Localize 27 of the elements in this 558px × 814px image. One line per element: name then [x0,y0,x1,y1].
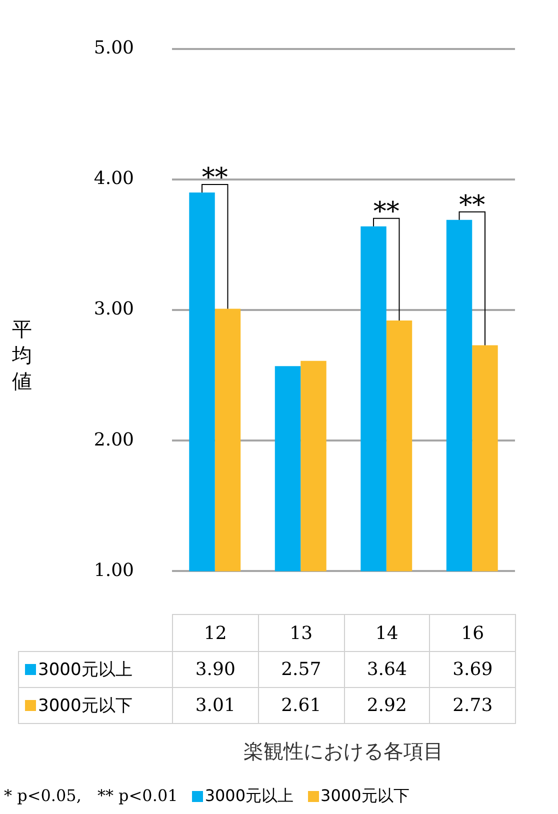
legend-label: 3000元以上 [18,651,173,688]
x-axis-title: 楽観性における各項目 [242,738,444,765]
data-label: 3.90 [172,651,259,688]
annotation: ** [202,163,228,194]
y-axis-title: 平均値 [12,316,33,394]
data-label: 3.69 [429,651,516,688]
y-tick-label: 3.00 [94,298,134,320]
text: 3000元以下 [320,786,410,805]
x-tick-label: 16 [429,614,516,652]
y-tick-label: 4.00 [94,168,134,190]
annotation: ** [373,197,400,228]
data-label: 2.92 [344,687,430,724]
y-tick-label: 1.00 [94,560,134,581]
annotation: ** [459,190,486,221]
text: 3000元以上 [204,786,294,805]
data-label: 2.61 [258,687,344,724]
data-label: 2.73 [429,687,516,724]
y-tick-label: 2.00 [94,429,134,450]
data-label: 3.64 [344,651,430,688]
data-label: 2.57 [258,651,344,688]
text: * p<0.05, ** p<0.01 [4,786,178,807]
x-tick-label: 14 [344,614,430,652]
x-tick-label: 12 [172,614,259,652]
legend-label: 3000元以下 [18,687,173,724]
y-tick-label: 5.00 [94,37,134,58]
data-label: 3.01 [172,687,259,724]
x-tick-label: 13 [258,614,344,652]
